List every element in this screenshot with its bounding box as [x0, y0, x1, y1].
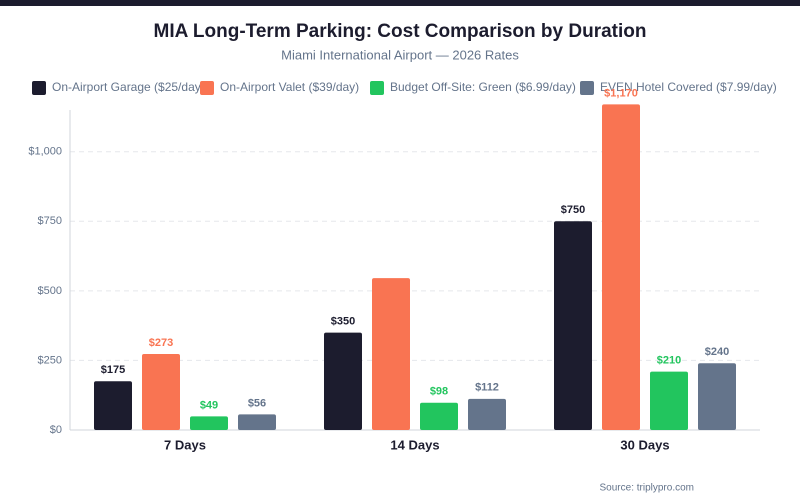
bar [468, 398, 506, 430]
legend-label: On-Airport Garage ($25/day) [52, 80, 205, 94]
value-label: $56 [248, 397, 266, 409]
value-label: $1,170 [604, 87, 638, 99]
bar [142, 354, 180, 430]
legend-label: EVEN Hotel Covered ($7.99/day) [600, 80, 777, 94]
value-label: $210 [657, 354, 681, 366]
x-tick-label: 30 Days [620, 437, 669, 452]
chart-subtitle: Miami International Airport — 2026 Rates [281, 47, 519, 62]
value-label: $49 [200, 399, 218, 411]
y-tick-label: $1,000 [28, 146, 62, 158]
value-label: $750 [561, 204, 585, 216]
value-label: $112 [475, 382, 499, 394]
value-label: $273 [149, 337, 173, 349]
value-label: $98 [430, 386, 448, 398]
value-label: $240 [705, 346, 729, 358]
top-strip [0, 0, 800, 6]
value-label: $175 [101, 364, 125, 376]
legend-label: Budget Off-Site: Green ($6.99/day) [390, 80, 576, 94]
x-tick-label: 7 Days [164, 437, 206, 452]
bar [554, 221, 592, 430]
bar [324, 332, 362, 430]
source: Source: triplypro.com [600, 483, 694, 494]
bar [650, 371, 688, 430]
legend-swatch [370, 81, 384, 95]
chart-title: MIA Long-Term Parking: Cost Comparison b… [154, 21, 647, 42]
y-tick-label: $250 [38, 354, 62, 366]
bar [372, 278, 410, 430]
x-tick-label: 14 Days [390, 437, 439, 452]
y-tick-label: $750 [38, 215, 62, 227]
bar [94, 381, 132, 430]
bar [238, 414, 276, 430]
legend-swatch [200, 81, 214, 95]
legend-swatch [580, 81, 594, 95]
y-tick-label: $0 [50, 424, 62, 436]
bar [602, 104, 640, 430]
value-label: $350 [331, 316, 355, 328]
y-tick-label: $500 [38, 285, 62, 297]
bar [698, 363, 736, 430]
legend-label: On-Airport Valet ($39/day) [220, 80, 359, 94]
legend-swatch [32, 81, 46, 95]
bar [190, 416, 228, 430]
bar [420, 402, 458, 430]
